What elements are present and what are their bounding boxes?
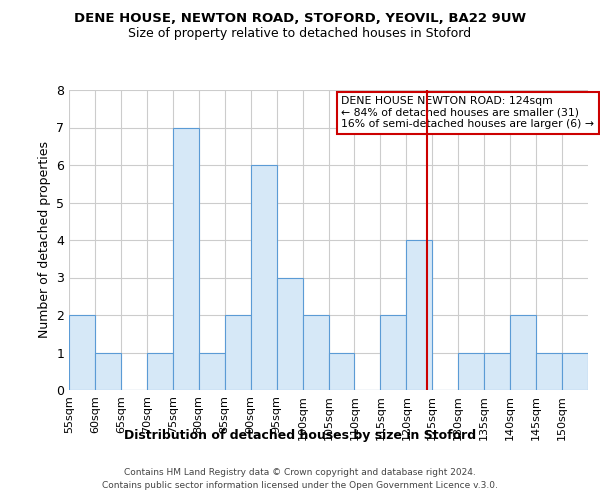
Text: Contains public sector information licensed under the Open Government Licence v.: Contains public sector information licen… — [102, 482, 498, 490]
Text: DENE HOUSE, NEWTON ROAD, STOFORD, YEOVIL, BA22 9UW: DENE HOUSE, NEWTON ROAD, STOFORD, YEOVIL… — [74, 12, 526, 26]
Bar — [329, 352, 355, 390]
Bar — [562, 352, 588, 390]
Bar — [225, 315, 251, 390]
Bar — [380, 315, 406, 390]
Bar — [277, 278, 302, 390]
Bar — [147, 352, 173, 390]
Bar — [510, 315, 536, 390]
Bar — [302, 315, 329, 390]
Text: Distribution of detached houses by size in Stoford: Distribution of detached houses by size … — [124, 428, 476, 442]
Text: Contains HM Land Registry data © Crown copyright and database right 2024.: Contains HM Land Registry data © Crown c… — [124, 468, 476, 477]
Bar — [406, 240, 432, 390]
Bar — [536, 352, 562, 390]
Y-axis label: Number of detached properties: Number of detached properties — [38, 142, 50, 338]
Bar — [199, 352, 224, 390]
Bar — [173, 128, 199, 390]
Bar — [95, 352, 121, 390]
Bar — [458, 352, 484, 390]
Bar — [69, 315, 95, 390]
Bar — [484, 352, 510, 390]
Text: Size of property relative to detached houses in Stoford: Size of property relative to detached ho… — [128, 28, 472, 40]
Bar — [251, 165, 277, 390]
Text: DENE HOUSE NEWTON ROAD: 124sqm
← 84% of detached houses are smaller (31)
16% of : DENE HOUSE NEWTON ROAD: 124sqm ← 84% of … — [341, 96, 595, 129]
